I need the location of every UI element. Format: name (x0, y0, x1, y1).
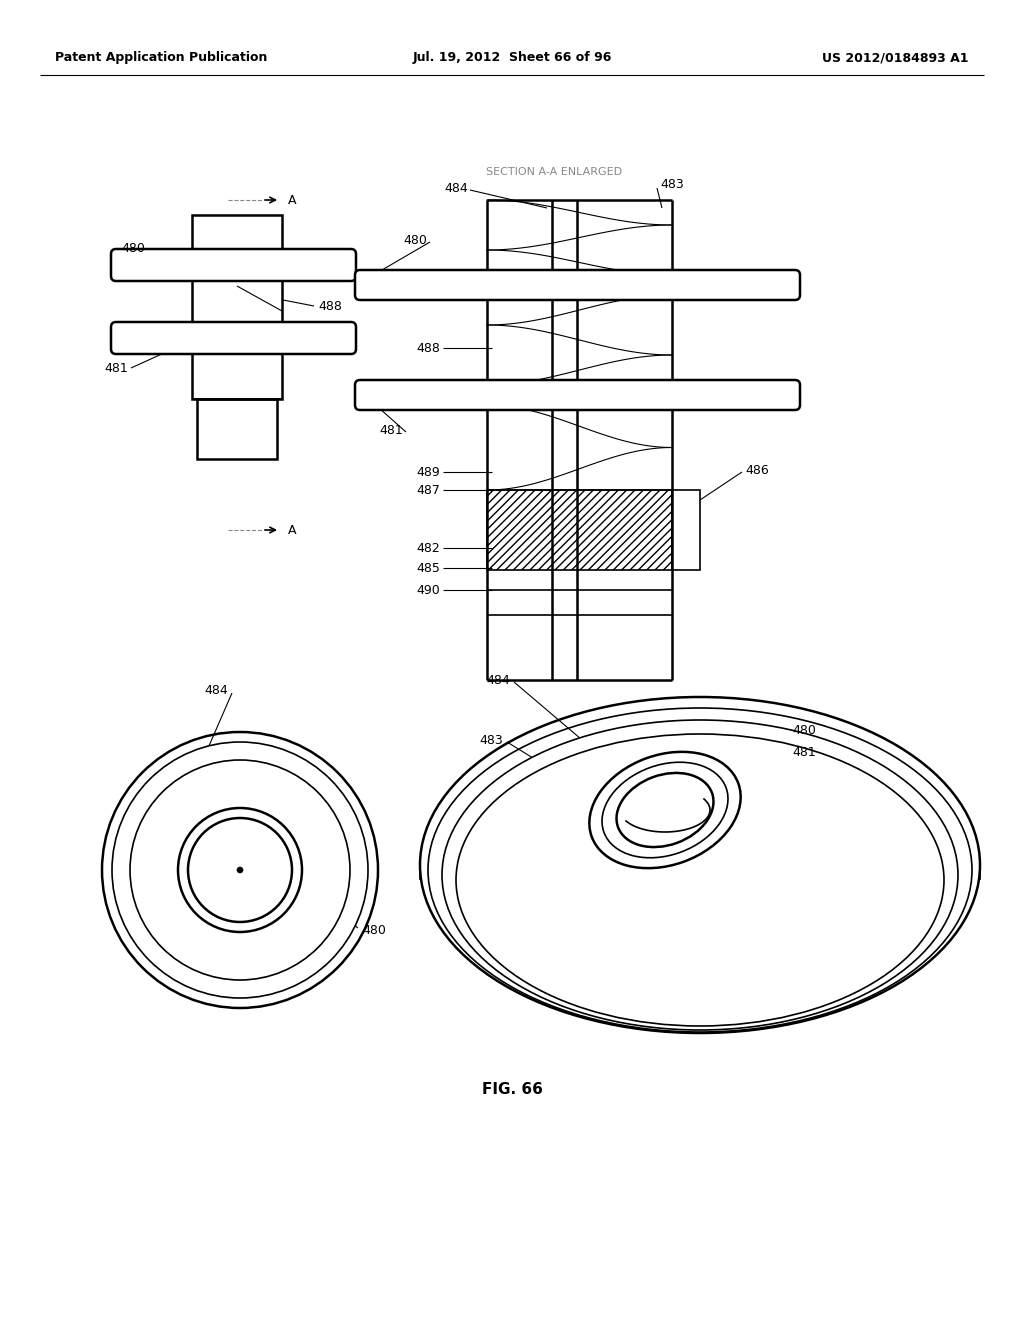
Circle shape (178, 808, 302, 932)
Text: FIG. 66: FIG. 66 (481, 1082, 543, 1097)
Ellipse shape (428, 708, 972, 1032)
Ellipse shape (420, 697, 980, 1034)
Ellipse shape (590, 752, 740, 869)
Circle shape (188, 818, 292, 921)
Text: 483: 483 (660, 178, 684, 191)
Bar (487, 490, 672, 570)
Text: 484: 484 (486, 673, 510, 686)
Text: 481: 481 (104, 362, 128, 375)
Text: 487: 487 (416, 483, 440, 496)
Circle shape (130, 760, 350, 979)
Bar (197, 399, 278, 459)
Ellipse shape (616, 774, 714, 847)
Text: 485: 485 (416, 561, 440, 574)
Text: 480: 480 (121, 242, 145, 255)
Ellipse shape (602, 762, 728, 858)
Circle shape (237, 867, 243, 873)
Text: Patent Application Publication: Patent Application Publication (55, 51, 267, 65)
Bar (193, 348, 282, 399)
Bar (193, 276, 282, 327)
Ellipse shape (456, 734, 944, 1026)
FancyBboxPatch shape (355, 380, 800, 411)
FancyBboxPatch shape (111, 249, 356, 281)
Text: 490: 490 (416, 583, 440, 597)
Text: SECTION A-A ENLARGED: SECTION A-A ENLARGED (485, 168, 622, 177)
Text: 486: 486 (745, 463, 769, 477)
Bar (193, 215, 282, 265)
Text: 480: 480 (362, 924, 386, 936)
Text: 489: 489 (416, 466, 440, 479)
Text: 480: 480 (792, 723, 816, 737)
Circle shape (102, 733, 378, 1008)
Text: 488: 488 (318, 300, 342, 313)
Bar (672, 490, 700, 570)
Text: Jul. 19, 2012  Sheet 66 of 96: Jul. 19, 2012 Sheet 66 of 96 (413, 51, 611, 65)
Circle shape (112, 742, 368, 998)
Text: 484: 484 (444, 181, 468, 194)
Text: 484: 484 (204, 684, 228, 697)
Text: 488: 488 (416, 342, 440, 355)
Text: US 2012/0184893 A1: US 2012/0184893 A1 (821, 51, 968, 65)
Text: 482: 482 (416, 541, 440, 554)
Text: A: A (288, 524, 297, 536)
Ellipse shape (442, 719, 958, 1030)
Text: A: A (288, 194, 297, 206)
FancyBboxPatch shape (355, 271, 800, 300)
Text: 481: 481 (792, 746, 816, 759)
Text: 481: 481 (379, 424, 403, 437)
Text: 480: 480 (403, 234, 427, 247)
Text: 483: 483 (479, 734, 503, 747)
FancyBboxPatch shape (111, 322, 356, 354)
